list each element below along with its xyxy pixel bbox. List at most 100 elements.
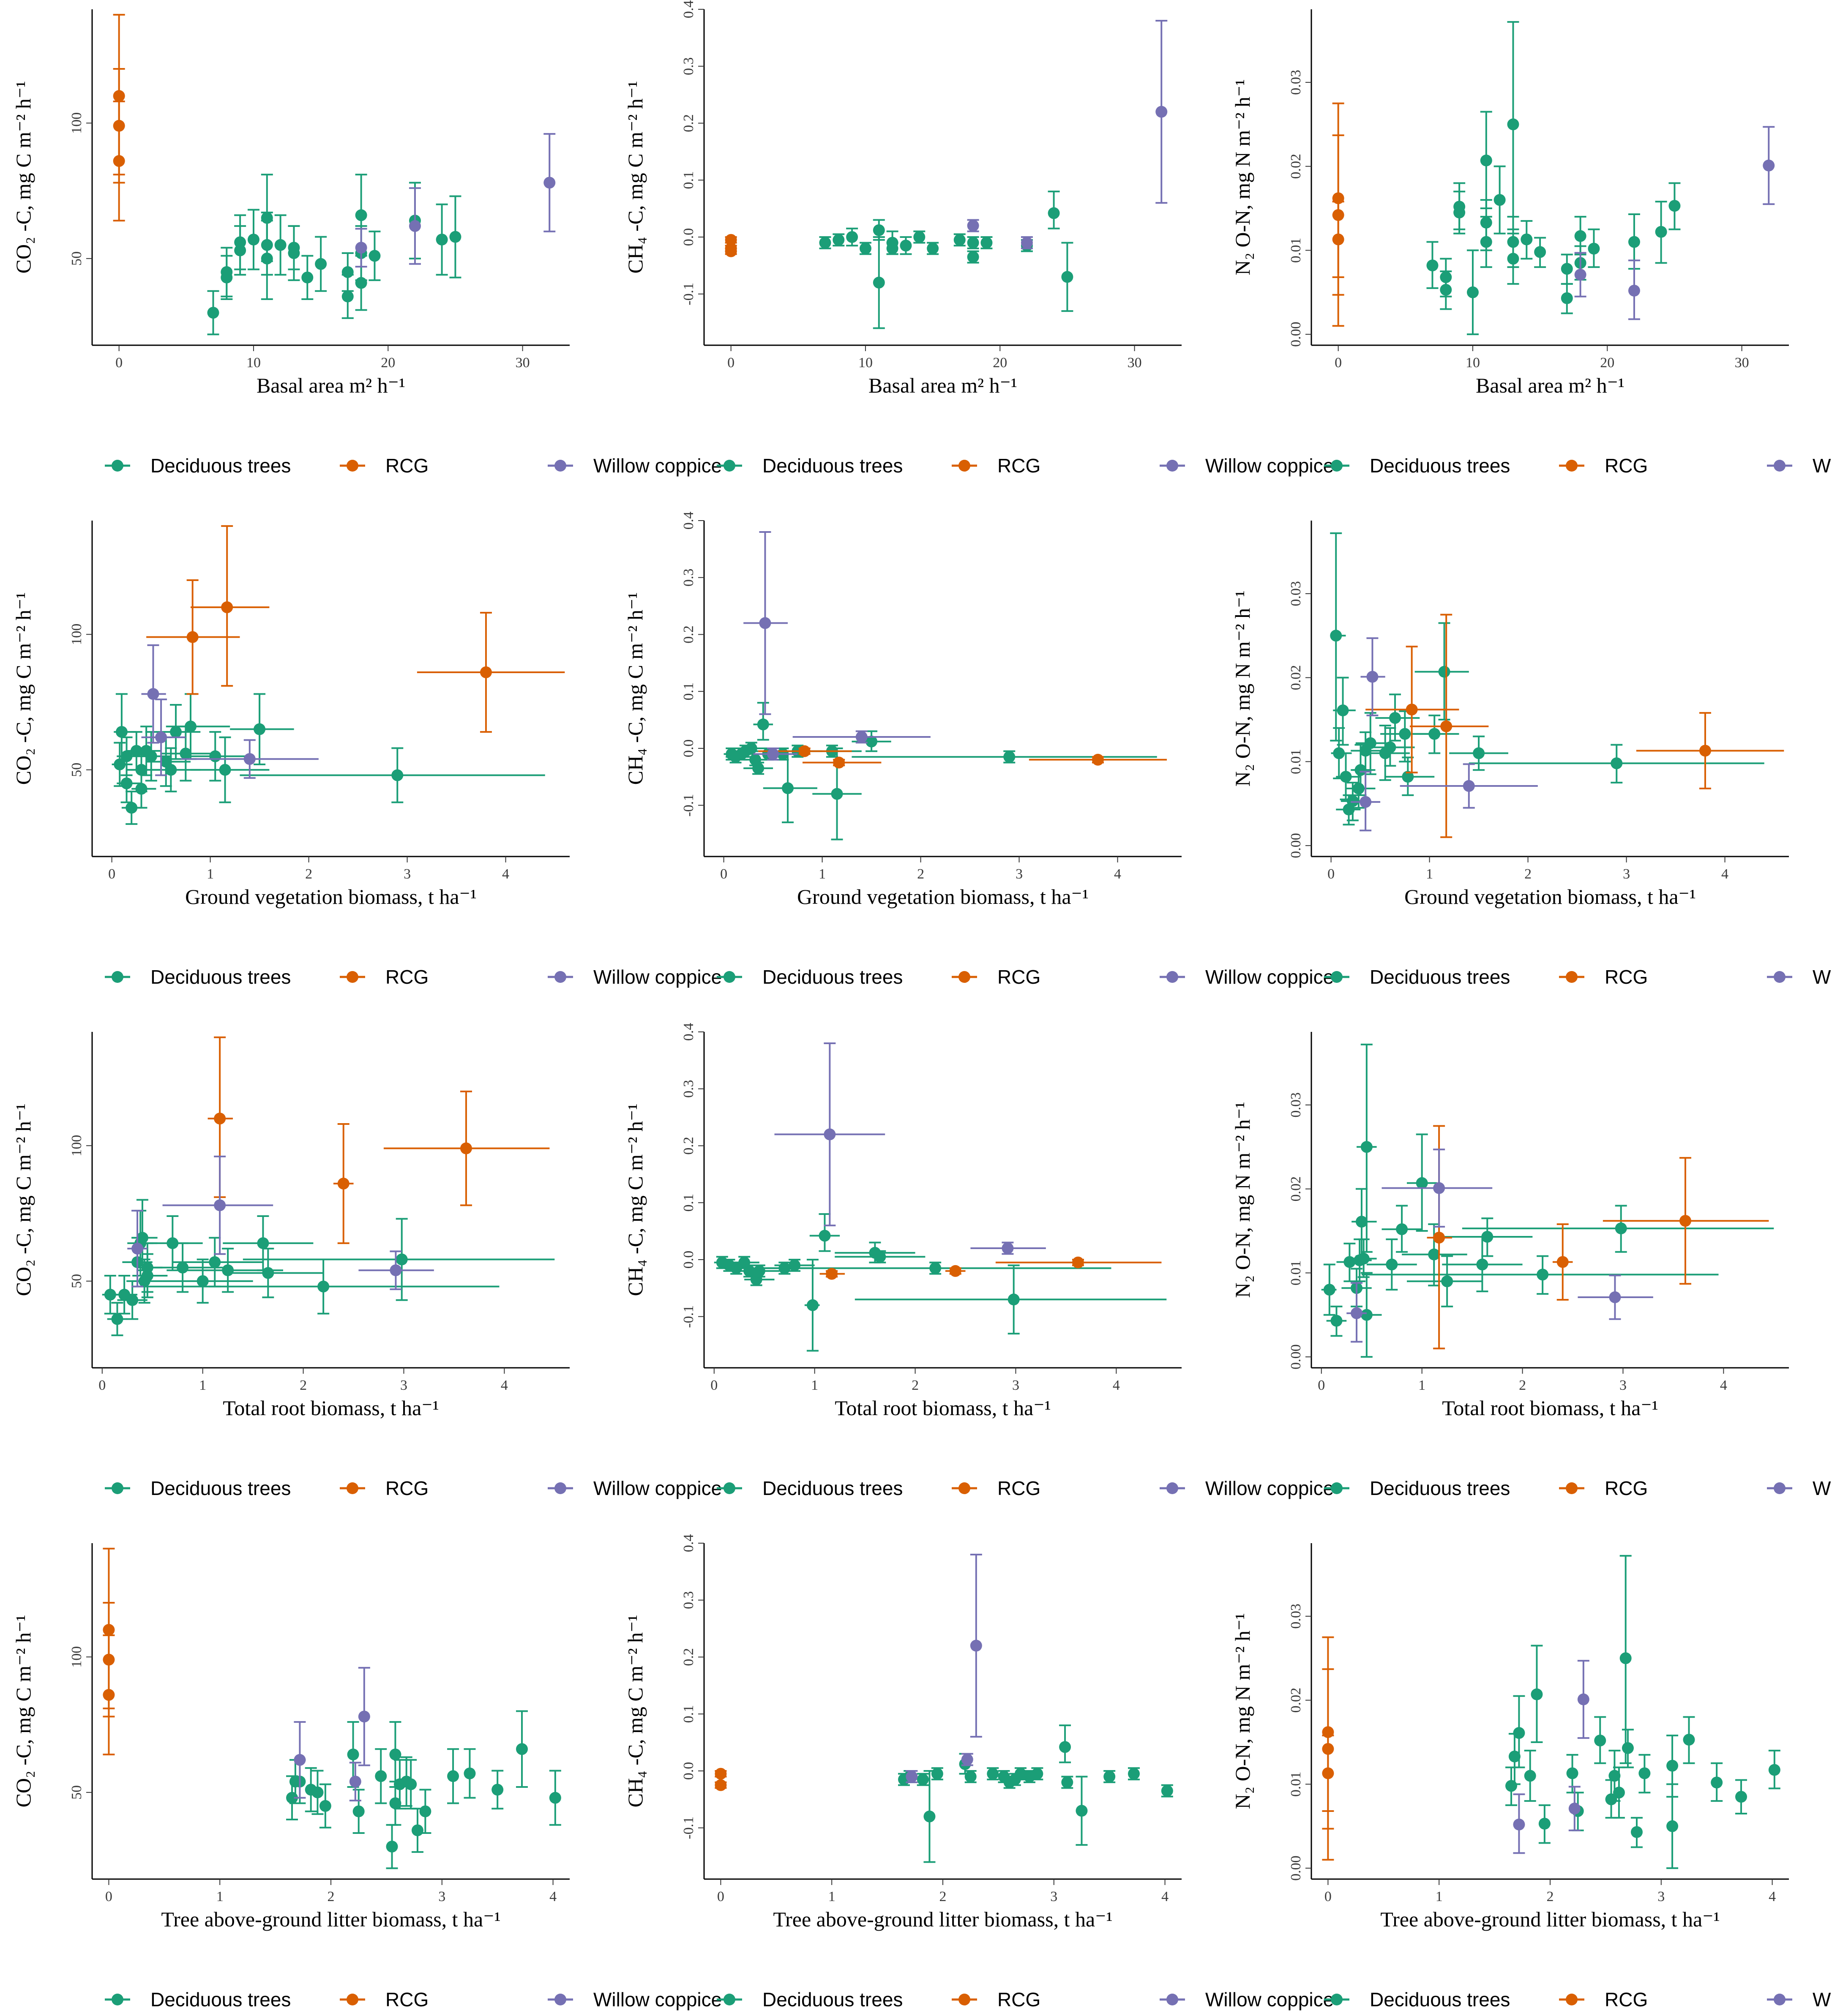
- x-tick-label: 1: [1418, 1378, 1425, 1393]
- legend-item-rcg: RCG: [340, 1477, 429, 1499]
- legend-item-rcg: RCG: [1559, 1989, 1648, 2011]
- point-marker: [349, 1776, 361, 1788]
- legend-label: Willow coppice: [1205, 1989, 1334, 2011]
- chart-panel-5: 0 1 2 3 4 -0.1 0.0 0.1 0.2 0.3 0.4 Ground vegetatio…: [623, 512, 1334, 988]
- data-point-deciduous-trees: [953, 233, 966, 247]
- y-tick-label: 0.4: [681, 512, 696, 530]
- point-marker: [389, 1749, 401, 1761]
- legend-item-deciduous-trees: Deciduous trees: [1324, 1477, 1510, 1499]
- legend-label: RCG: [1605, 455, 1648, 477]
- data-point-deciduous-trees: [319, 1783, 331, 1829]
- y-tick-label: 50: [69, 1274, 85, 1288]
- point-marker: [752, 762, 764, 775]
- data-point-willow-coppice: [1400, 763, 1538, 809]
- data-point-rcg: [1322, 1636, 1334, 1861]
- legend-item-deciduous-trees: Deciduous trees: [717, 455, 903, 477]
- data-point-deciduous-trees: [809, 1213, 840, 1252]
- point-marker: [1463, 780, 1475, 792]
- point-marker: [1507, 236, 1519, 248]
- data-point-deciduous-trees: [931, 1767, 943, 1781]
- x-tick-label: 10: [858, 355, 873, 371]
- y-tick-label: 0.01: [1288, 1772, 1304, 1797]
- data-point-willow-coppice: [141, 698, 186, 776]
- data-point-deciduous-trees: [1574, 216, 1586, 256]
- point-marker: [725, 245, 737, 257]
- legend-item-rcg: RCG: [340, 455, 429, 477]
- data-point-deciduous-trees: [240, 747, 545, 803]
- data-point-deciduous-trees: [1336, 752, 1361, 800]
- data-point-deciduous-trees: [1480, 111, 1492, 210]
- point-marker: [1481, 1230, 1493, 1243]
- point-marker: [358, 1710, 370, 1723]
- y-tick-label: 0.00: [1288, 1855, 1304, 1881]
- point-marker: [104, 1288, 116, 1301]
- data-point-willow-coppice: [543, 133, 556, 232]
- y-tick-label: 0.2: [681, 625, 696, 644]
- x-tick-label: 3: [1623, 866, 1630, 882]
- data-point-deciduous-trees: [1613, 1766, 1625, 1819]
- y-tick-label: 0.4: [681, 1023, 696, 1041]
- point-marker: [221, 601, 233, 614]
- point-marker: [1630, 1826, 1643, 1838]
- data-point-deciduous-trees: [447, 1748, 459, 1804]
- y-tick-label: 0.01: [1288, 1260, 1304, 1286]
- point-marker: [1608, 1770, 1621, 1782]
- point-marker: [1441, 1275, 1453, 1288]
- y-tick-label: 0.03: [1288, 70, 1304, 95]
- y-tick-label: -0.1: [681, 794, 696, 817]
- data-point-deciduous-trees: [1630, 1817, 1643, 1848]
- x-axis-title: Basal area m² h⁻¹: [257, 374, 405, 397]
- point-marker: [725, 234, 737, 246]
- y-tick-label: 0.02: [1288, 665, 1304, 690]
- legend-item-deciduous-trees: Deciduous trees: [1324, 455, 1510, 477]
- point-marker: [1613, 1787, 1625, 1799]
- x-tick-label: 1: [1426, 866, 1433, 882]
- y-tick-label: 50: [69, 251, 85, 266]
- data-point-deciduous-trees: [146, 736, 191, 787]
- point-marker: [460, 1142, 472, 1154]
- data-point-deciduous-trees: [819, 236, 831, 249]
- data-point-deciduous-trees: [369, 230, 381, 281]
- y-tick-label: 0.02: [1288, 1688, 1304, 1713]
- point-marker: [389, 1797, 401, 1809]
- point-marker: [798, 745, 811, 757]
- x-axis-title: Ground vegetation biomass, t ha⁻¹: [185, 885, 477, 908]
- point-marker: [1389, 712, 1401, 724]
- point-marker: [209, 1256, 221, 1268]
- point-marker: [115, 726, 128, 738]
- data-point-deciduous-trees: [190, 736, 270, 803]
- point-marker: [543, 177, 556, 189]
- point-marker: [219, 764, 231, 776]
- point-marker: [1615, 1222, 1627, 1235]
- point-marker: [1493, 194, 1506, 206]
- y-tick-label: 0.0: [681, 739, 696, 758]
- point-marker: [549, 1792, 561, 1804]
- point-marker: [1679, 1215, 1691, 1227]
- legend-label: RCG: [385, 1989, 429, 2011]
- point-marker: [1355, 1216, 1368, 1228]
- point-marker: [1061, 1776, 1073, 1788]
- legend-marker: [1331, 460, 1343, 472]
- point-marker: [180, 747, 192, 760]
- x-tick-label: 1: [811, 1378, 818, 1393]
- data-point-deciduous-trees: [886, 242, 898, 255]
- x-tick-label: 1: [828, 1889, 835, 1904]
- legend-marker: [1331, 1482, 1343, 1494]
- legend-item-willow-coppice: Willow coppice: [548, 1477, 722, 1499]
- data-point-deciduous-trees: [1768, 1749, 1780, 1790]
- point-marker: [1473, 747, 1485, 759]
- data-point-deciduous-trees: [223, 1247, 324, 1299]
- legend-item-willow-coppice: Willow coppice: [548, 455, 722, 477]
- point-marker: [311, 1786, 324, 1798]
- point-marker: [170, 726, 182, 738]
- point-marker: [1609, 1291, 1621, 1304]
- y-axis-title: N₂ O-N, mg N m⁻² h⁻¹: [1231, 79, 1254, 275]
- x-tick-label: 30: [1735, 355, 1749, 371]
- data-point-deciduous-trees: [1683, 1716, 1695, 1764]
- x-tick-label: 4: [549, 1889, 557, 1904]
- data-point-deciduous-trees: [247, 209, 259, 270]
- point-marker: [1128, 1768, 1140, 1780]
- y-tick-label: 0.0: [681, 1762, 696, 1780]
- point-marker: [1364, 737, 1376, 749]
